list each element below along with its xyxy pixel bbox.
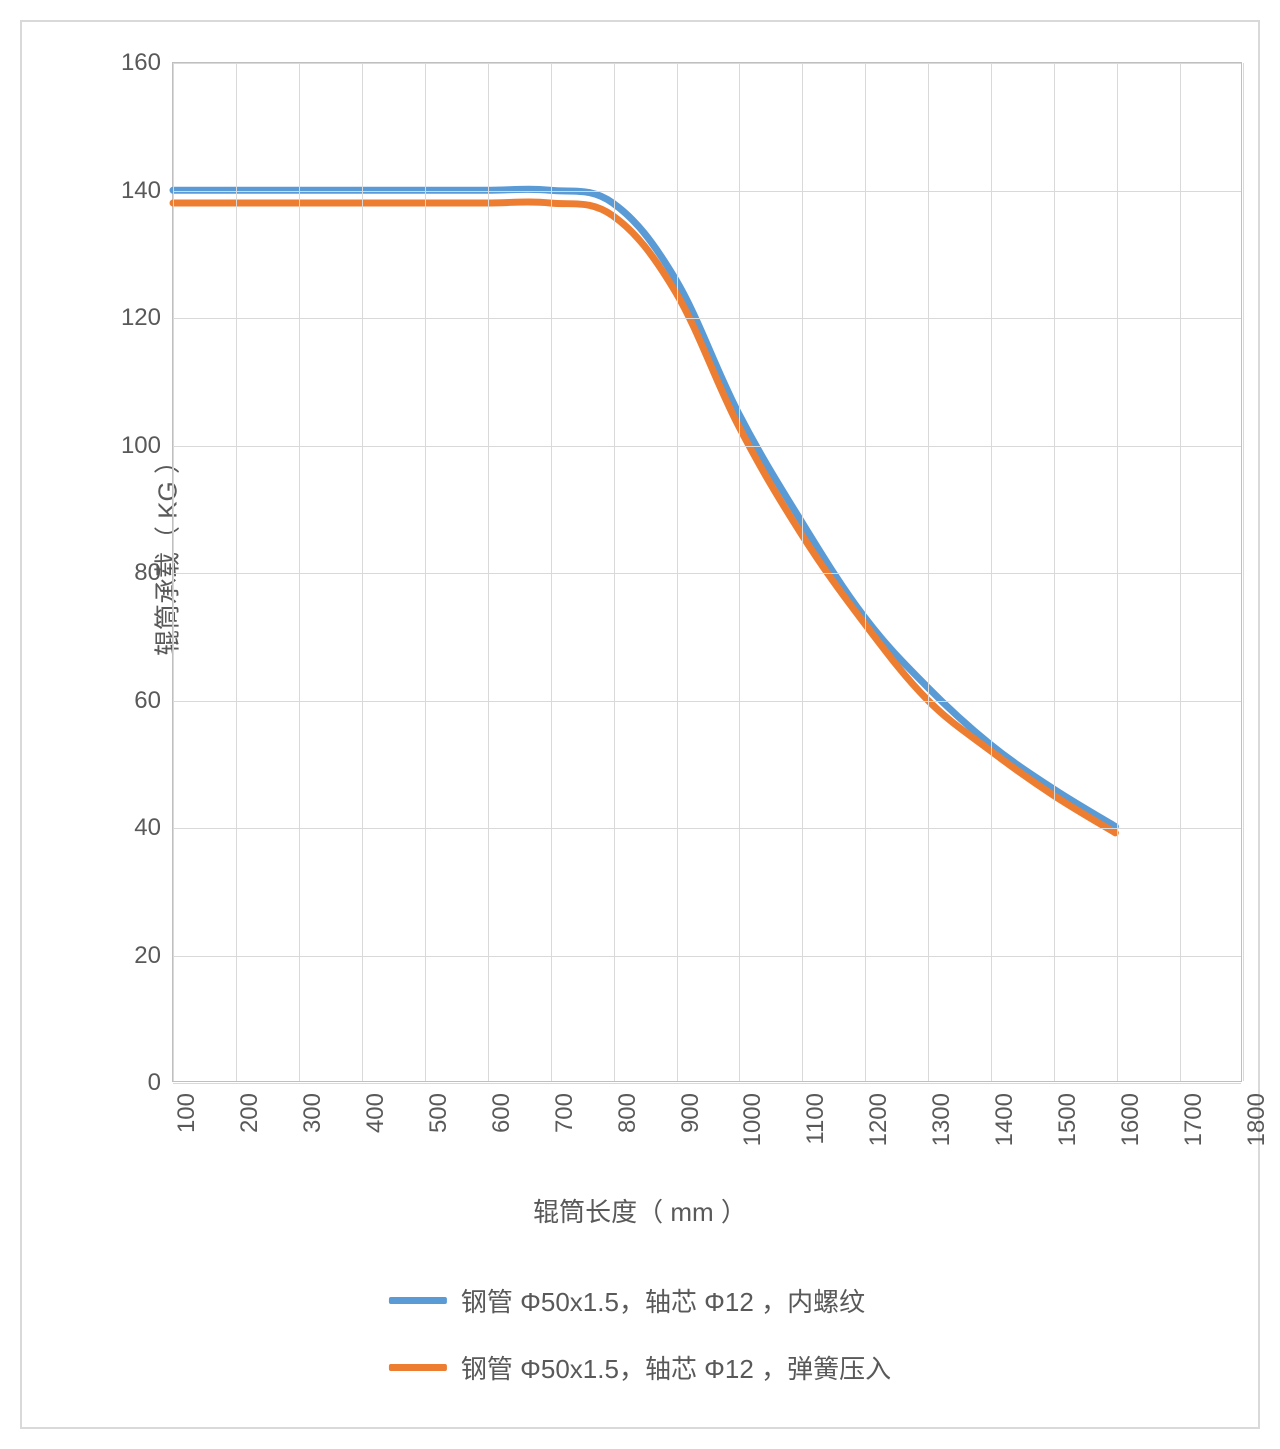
gridline-h	[173, 701, 1241, 702]
x-tick-label: 1000	[739, 1093, 767, 1146]
gridline-v	[739, 63, 740, 1081]
y-tick-label: 0	[148, 1069, 161, 1097]
gridline-v	[865, 63, 866, 1081]
x-tick-label: 900	[677, 1093, 705, 1133]
y-tick-label: 160	[121, 49, 161, 77]
legend-item: 钢管 Φ50x1.5，轴芯 Φ12 ，弹簧压入	[389, 1349, 891, 1386]
gridline-v	[614, 63, 615, 1081]
legend-swatch	[389, 1364, 447, 1371]
chart-wrapper: 辊筒承载（ KG ） 02040608010012014016010020030…	[0, 0, 1280, 1449]
gridline-v	[362, 63, 363, 1081]
y-tick-label: 140	[121, 177, 161, 205]
x-tick-label: 1200	[865, 1093, 893, 1146]
gridline-h	[173, 828, 1241, 829]
legend: 钢管 Φ50x1.5，轴芯 Φ12 ，内螺纹钢管 Φ50x1.5，轴芯 Φ12 …	[389, 1282, 891, 1386]
chart-border: 辊筒承载（ KG ） 02040608010012014016010020030…	[20, 20, 1260, 1429]
x-tick-label: 600	[488, 1093, 516, 1133]
y-tick-label: 40	[134, 814, 161, 842]
x-tick-label: 1500	[1054, 1093, 1082, 1146]
gridline-h	[173, 63, 1241, 64]
x-tick-label: 1700	[1180, 1093, 1208, 1146]
gridline-v	[551, 63, 552, 1081]
x-tick-label: 1300	[928, 1093, 956, 1146]
gridline-v	[236, 63, 237, 1081]
y-tick-label: 120	[121, 304, 161, 332]
gridline-v	[802, 63, 803, 1081]
gridline-v	[928, 63, 929, 1081]
plot-area: 0204060801001201401601002003004005006007…	[172, 62, 1242, 1082]
x-tick-label: 1600	[1117, 1093, 1145, 1146]
x-tick-label: 1100	[802, 1093, 830, 1145]
y-tick-label: 80	[134, 559, 161, 587]
x-tick-label: 100	[173, 1093, 201, 1133]
series-line	[173, 189, 1115, 826]
x-tick-label: 700	[551, 1093, 579, 1133]
legend-label: 钢管 Φ50x1.5，轴芯 Φ12 ，弹簧压入	[461, 1349, 891, 1386]
gridline-v	[173, 63, 174, 1081]
gridline-h	[173, 318, 1241, 319]
legend-item: 钢管 Φ50x1.5，轴芯 Φ12 ，内螺纹	[389, 1282, 865, 1319]
gridline-h	[173, 1083, 1241, 1084]
gridline-v	[1117, 63, 1118, 1081]
gridline-h	[173, 191, 1241, 192]
gridline-v	[1243, 63, 1244, 1081]
gridline-v	[299, 63, 300, 1081]
y-tick-label: 60	[134, 687, 161, 715]
line-series-svg	[173, 63, 1241, 1081]
gridline-v	[677, 63, 678, 1081]
gridline-v	[1054, 63, 1055, 1081]
y-tick-label: 20	[134, 942, 161, 970]
x-tick-label: 200	[236, 1093, 264, 1133]
x-tick-label: 400	[362, 1093, 390, 1133]
y-tick-label: 100	[121, 432, 161, 460]
gridline-v	[425, 63, 426, 1081]
x-tick-label: 1400	[991, 1093, 1019, 1146]
x-tick-label: 300	[299, 1093, 327, 1133]
gridline-v	[488, 63, 489, 1081]
gridline-v	[1180, 63, 1181, 1081]
x-tick-label: 1800	[1243, 1093, 1271, 1146]
x-tick-label: 800	[614, 1093, 642, 1133]
legend-label: 钢管 Φ50x1.5，轴芯 Φ12 ，内螺纹	[461, 1282, 865, 1319]
gridline-v	[991, 63, 992, 1081]
gridline-h	[173, 446, 1241, 447]
gridline-h	[173, 956, 1241, 957]
x-tick-label: 500	[425, 1093, 453, 1133]
x-axis-title: 辊筒长度（ mm ）	[533, 1192, 747, 1229]
legend-swatch	[389, 1297, 447, 1304]
gridline-h	[173, 573, 1241, 574]
series-line	[173, 202, 1115, 833]
